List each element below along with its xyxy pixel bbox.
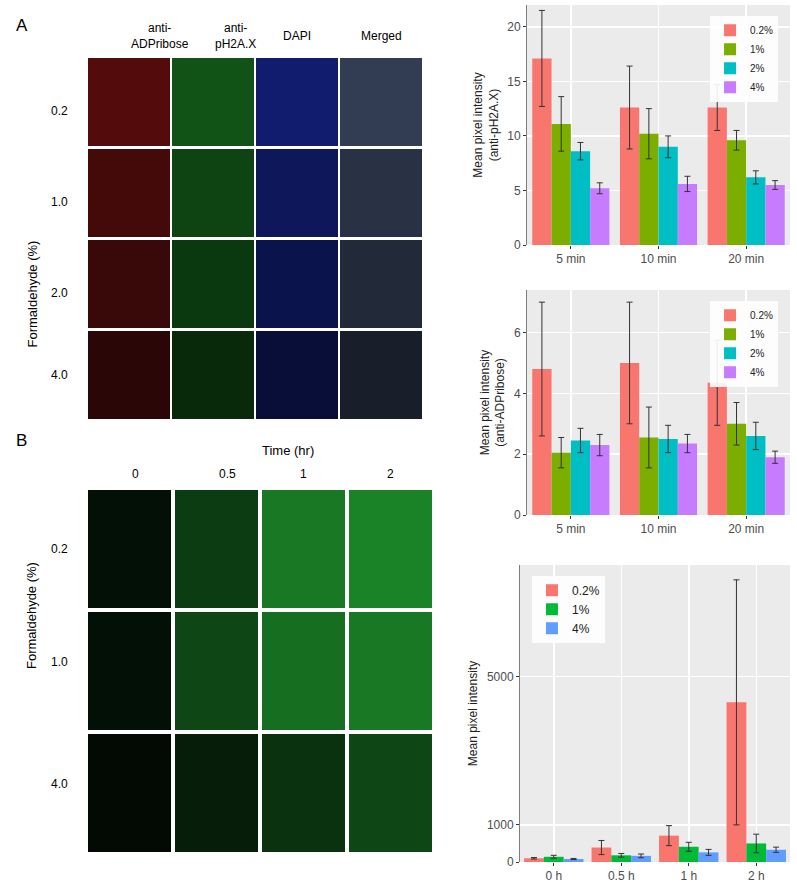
svg-text:2%: 2%: [750, 63, 765, 74]
svg-text:6: 6: [514, 326, 521, 340]
svg-text:0.2%: 0.2%: [750, 310, 773, 321]
svg-text:0.2%: 0.2%: [750, 25, 773, 36]
svg-text:Mean pixel intensity(anti-ADPr: Mean pixel intensity(anti-ADPribose): [478, 350, 508, 455]
svg-text:0: 0: [514, 238, 521, 252]
svg-text:2: 2: [387, 467, 394, 481]
svg-text:0.5 h: 0.5 h: [608, 869, 635, 883]
svg-text:4.0: 4.0: [51, 368, 68, 382]
svg-text:20 min: 20 min: [728, 522, 764, 536]
svg-text:A: A: [16, 16, 28, 35]
svg-text:Mean pixel intensity: Mean pixel intensity: [466, 661, 480, 766]
svg-text:anti-pH2A.X: anti-pH2A.X: [215, 21, 256, 51]
svg-text:4: 4: [514, 387, 521, 401]
svg-text:B: B: [16, 431, 27, 450]
svg-text:0.2: 0.2: [51, 542, 68, 556]
svg-text:20 min: 20 min: [728, 252, 764, 266]
svg-text:1%: 1%: [750, 329, 765, 340]
svg-text:0.2: 0.2: [51, 104, 68, 118]
svg-text:0: 0: [514, 508, 521, 522]
svg-text:5: 5: [514, 184, 521, 198]
svg-text:1.0: 1.0: [51, 655, 68, 669]
svg-text:0: 0: [132, 467, 139, 481]
svg-text:1 h: 1 h: [680, 869, 697, 883]
svg-text:Formaldehyde (%): Formaldehyde (%): [24, 562, 39, 669]
svg-text:5 min: 5 min: [556, 252, 585, 266]
svg-text:0 h: 0 h: [545, 869, 562, 883]
svg-text:2: 2: [514, 447, 521, 461]
svg-text:0.2%: 0.2%: [572, 584, 600, 598]
svg-text:Time (hr): Time (hr): [262, 443, 314, 458]
svg-text:10: 10: [507, 129, 521, 143]
svg-text:2%: 2%: [750, 348, 765, 359]
svg-text:1000: 1000: [487, 818, 514, 832]
svg-text:4%: 4%: [750, 367, 765, 378]
svg-text:1.0: 1.0: [51, 195, 68, 209]
svg-text:4%: 4%: [572, 622, 590, 636]
svg-text:Merged: Merged: [361, 29, 402, 43]
svg-text:anti-ADPribose: anti-ADPribose: [131, 21, 189, 51]
svg-text:0: 0: [507, 855, 514, 869]
svg-text:2 h: 2 h: [748, 869, 765, 883]
svg-text:1%: 1%: [572, 603, 590, 617]
svg-text:1: 1: [300, 467, 307, 481]
svg-text:1%: 1%: [750, 44, 765, 55]
svg-text:20: 20: [507, 20, 521, 34]
svg-text:0.5: 0.5: [219, 467, 236, 481]
svg-text:DAPI: DAPI: [283, 29, 311, 43]
svg-text:Formaldehyde (%): Formaldehyde (%): [25, 241, 40, 348]
svg-text:Mean pixel intensity(anti-pH2A: Mean pixel intensity(anti-pH2A.X): [471, 72, 501, 177]
svg-text:2.0: 2.0: [51, 286, 68, 300]
svg-text:5 min: 5 min: [556, 522, 585, 536]
svg-text:15: 15: [507, 75, 521, 89]
svg-text:10 min: 10 min: [640, 252, 676, 266]
svg-text:5000: 5000: [487, 670, 514, 684]
svg-text:4.0: 4.0: [51, 777, 68, 791]
svg-text:4%: 4%: [750, 82, 765, 93]
svg-text:10 min: 10 min: [640, 522, 676, 536]
